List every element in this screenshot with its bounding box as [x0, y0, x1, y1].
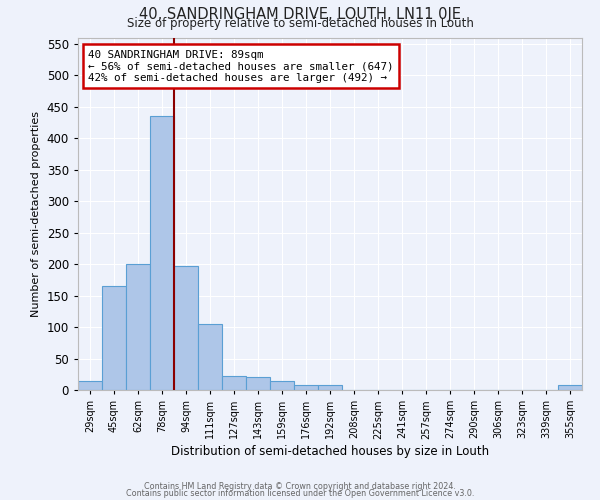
Bar [150, 116, 174, 390]
Bar [558, 385, 582, 390]
Bar [174, 266, 198, 390]
Text: Size of property relative to semi-detached houses in Louth: Size of property relative to semi-detach… [127, 16, 473, 30]
Text: 40 SANDRINGHAM DRIVE: 89sqm
← 56% of semi-detached houses are smaller (647)
42% : 40 SANDRINGHAM DRIVE: 89sqm ← 56% of sem… [88, 50, 394, 83]
Bar [198, 324, 222, 390]
Text: Contains public sector information licensed under the Open Government Licence v3: Contains public sector information licen… [126, 488, 474, 498]
Y-axis label: Number of semi-detached properties: Number of semi-detached properties [31, 111, 41, 317]
Text: 40, SANDRINGHAM DRIVE, LOUTH, LN11 0JE: 40, SANDRINGHAM DRIVE, LOUTH, LN11 0JE [139, 8, 461, 22]
Bar [102, 286, 126, 390]
Bar [318, 385, 342, 390]
Bar [126, 264, 150, 390]
Bar [270, 380, 294, 390]
Bar [246, 378, 270, 390]
Bar [294, 385, 318, 390]
Text: Contains HM Land Registry data © Crown copyright and database right 2024.: Contains HM Land Registry data © Crown c… [144, 482, 456, 491]
X-axis label: Distribution of semi-detached houses by size in Louth: Distribution of semi-detached houses by … [171, 446, 489, 458]
Bar [78, 380, 102, 390]
Bar [222, 376, 246, 390]
